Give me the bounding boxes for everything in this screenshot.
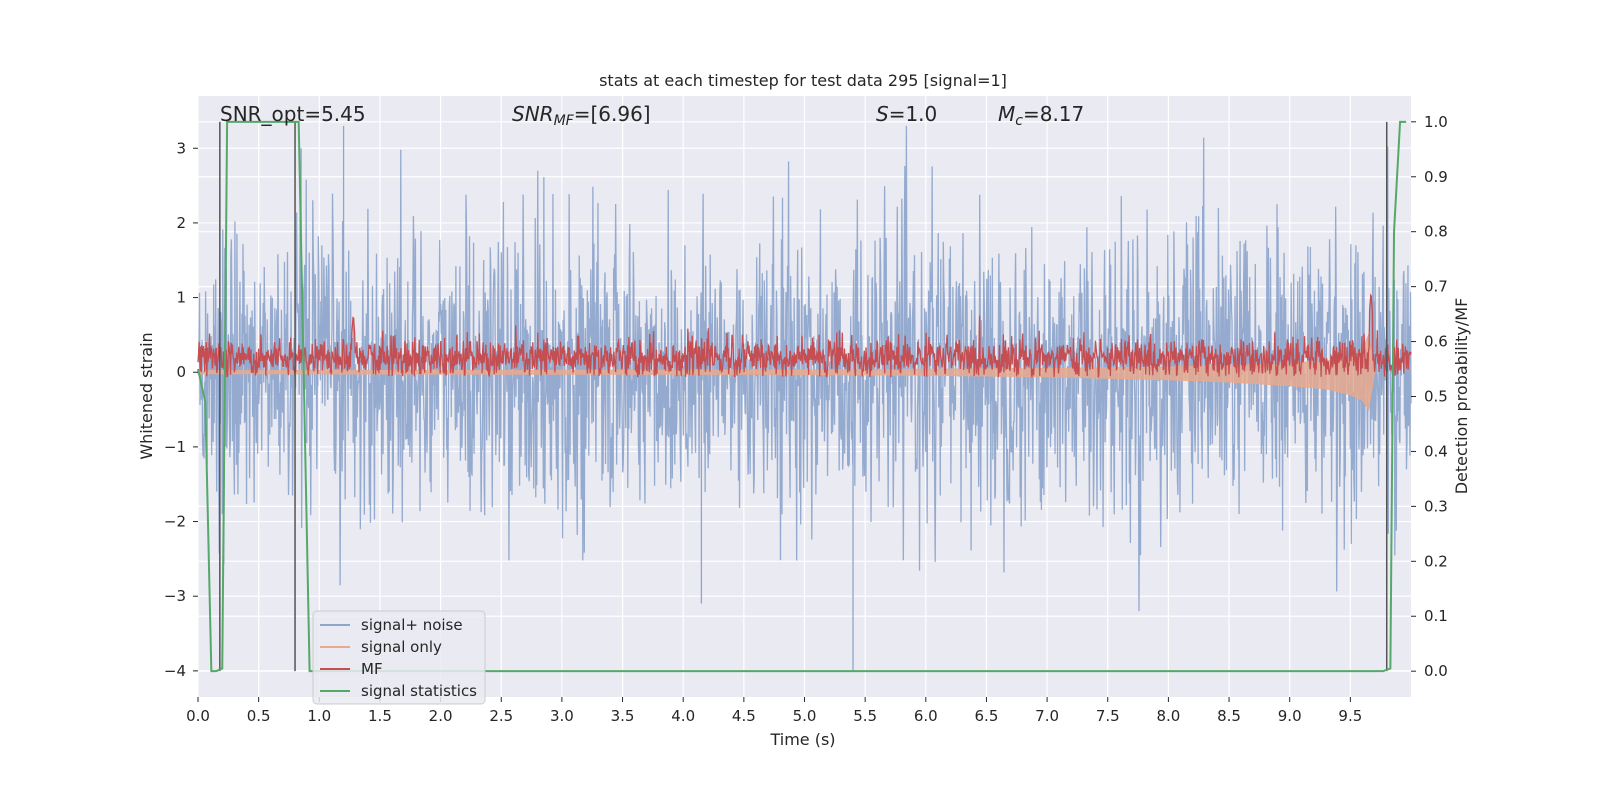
annotation-snr-mf-base: SNR <box>512 102 554 126</box>
vertical-lines <box>219 121 1388 672</box>
x-tick-label: 1.5 <box>368 707 392 725</box>
x-tick-label: 3.0 <box>550 707 574 725</box>
legend-box <box>312 610 486 705</box>
annotation-snr-mf: SNRMF=[6.96] <box>512 102 651 129</box>
tick-labels: 0.0 0.5 1.0 1.5 2.0 2.5 3.0 3.5 4.0 4.5 5.0 5.5 6.0 6… <box>164 113 1448 725</box>
x-tick-label: 6.0 <box>914 707 938 725</box>
x-tick-label: 2.5 <box>489 707 513 725</box>
annotation-snr-opt: SNR_opt=5.45 <box>220 102 366 126</box>
x-tick-label: 9.5 <box>1338 707 1362 725</box>
chart-title: stats at each timestep for test data 295… <box>599 71 1007 90</box>
annotation-mc: Mc=8.17 <box>998 102 1084 129</box>
annotation-s-value: =1.0 <box>889 102 938 126</box>
annotation-snr-mf-sub: MF <box>554 113 575 129</box>
y-right-tick-label: 0.8 <box>1424 223 1448 241</box>
y-right-tick-label: 0.6 <box>1424 333 1448 351</box>
y-left-tick-label: −4 <box>164 662 186 680</box>
series-signal-statistics <box>197 120 1407 673</box>
y-axis-label-right: Detection probability/MF <box>1452 298 1471 495</box>
mf-trace <box>197 293 1412 379</box>
x-tick-label: 5.0 <box>793 707 817 725</box>
legend-label-mf: MF <box>361 660 383 678</box>
y-right-tick-label: 0.7 <box>1424 278 1448 296</box>
legend-label-signal-only: signal only <box>361 638 442 656</box>
y-left-tick-label: −2 <box>164 513 186 531</box>
y-left-tick-label: 2 <box>176 214 186 232</box>
y-left-tick-label: −1 <box>164 438 186 456</box>
y-right-tick-label: 0.9 <box>1424 168 1448 186</box>
y-left-tick-label: 0 <box>176 363 186 381</box>
annotation-mc-sub: c <box>1015 113 1023 129</box>
y-left-tick-label: −3 <box>164 587 186 605</box>
legend-label-signal-noise: signal+ noise <box>361 616 463 634</box>
x-tick-label: 7.0 <box>1035 707 1059 725</box>
x-tick-label: 4.5 <box>732 707 756 725</box>
x-tick-label: 5.5 <box>853 707 877 725</box>
series-mf <box>197 293 1412 379</box>
x-tick-label: 2.0 <box>429 707 453 725</box>
annotation-s: S=1.0 <box>876 102 937 126</box>
y-left-tick-label: 1 <box>176 289 186 307</box>
x-tick-label: 9.0 <box>1278 707 1302 725</box>
legend: signal+ noise signal only MF signal stat… <box>312 610 486 705</box>
y-left-tick-label: 3 <box>176 139 186 157</box>
x-tick-label: 3.5 <box>611 707 635 725</box>
x-tick-label: 7.5 <box>1096 707 1120 725</box>
y-right-tick-label: 0.0 <box>1424 662 1448 680</box>
x-tick-label: 4.0 <box>671 707 695 725</box>
y-right-tick-label: 0.2 <box>1424 552 1448 570</box>
y-right-tick-label: 0.5 <box>1424 388 1448 406</box>
x-axis-label: Time (s) <box>769 730 835 749</box>
annotation-mc-value: =8.17 <box>1023 102 1084 126</box>
y-right-tick-label: 1.0 <box>1424 113 1448 131</box>
annotation-snr-mf-value: =[6.96] <box>574 102 651 126</box>
signal-statistics-line <box>197 120 1407 673</box>
x-tick-label: 6.5 <box>975 707 999 725</box>
x-tick-label: 0.5 <box>247 707 271 725</box>
x-tick-label: 0.0 <box>186 707 210 725</box>
y-right-tick-label: 0.4 <box>1424 442 1448 460</box>
legend-label-signal-statistics: signal statistics <box>361 682 477 700</box>
annotation-mc-base: M <box>998 102 1015 126</box>
y-right-tick-label: 0.1 <box>1424 607 1448 625</box>
x-tick-label: 8.0 <box>1156 707 1180 725</box>
x-tick-label: 8.5 <box>1217 707 1241 725</box>
x-tick-label: 1.0 <box>307 707 331 725</box>
annotation-s-base: S <box>876 102 889 126</box>
y-right-tick-label: 0.3 <box>1424 497 1448 515</box>
y-axis-label-left: Whitened strain <box>137 332 156 459</box>
